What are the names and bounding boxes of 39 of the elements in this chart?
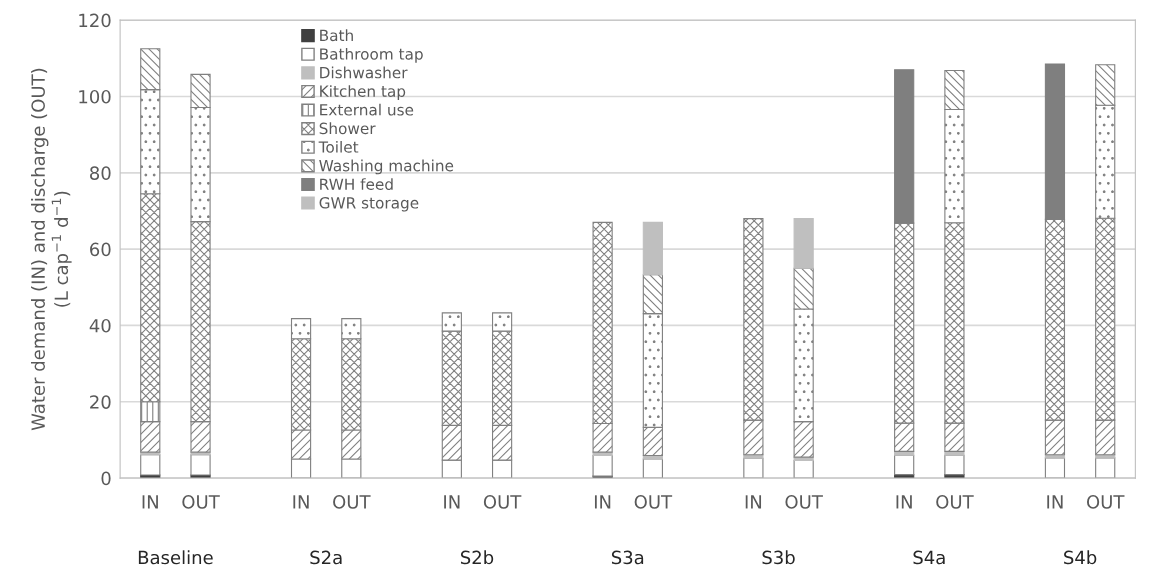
x-tick-label: OUT xyxy=(634,495,673,509)
x-tick-label: OUT xyxy=(333,495,371,509)
text: S4b xyxy=(1064,550,1097,565)
legend-label: Toilet xyxy=(318,140,359,153)
y-axis-title: Water demand (IN) and discharge (OUT) (L cap$^{−1}$ d$^{−1}$) xyxy=(31,68,72,431)
y-tick-label: 80 xyxy=(90,166,111,180)
y-tick-label: 120 xyxy=(79,13,111,28)
legend-label: Shower xyxy=(319,122,376,135)
text: S4a xyxy=(913,550,945,565)
x-tick-label: IN xyxy=(1047,495,1063,509)
y-tick-label: 0 xyxy=(101,471,111,486)
text: S2b xyxy=(460,550,494,565)
x-tick-label: OUT xyxy=(936,495,974,509)
x-tick-label: IN xyxy=(896,495,912,509)
y-tick-label: 40 xyxy=(89,318,111,333)
text: S3b xyxy=(762,550,795,565)
x-tick-label: OUT xyxy=(785,495,823,509)
x-tick-label: OUT xyxy=(1086,495,1125,509)
x-tick-label: OUT xyxy=(483,495,522,509)
legend-label: Bathroom tap xyxy=(320,47,423,63)
legend-label: GWR storage xyxy=(319,197,419,212)
legend-label: External use xyxy=(320,103,414,116)
legend-label: Washing machine xyxy=(319,159,454,175)
legend-label: RWH feed xyxy=(320,178,393,190)
text: Baseline xyxy=(138,550,213,565)
x-tick-label: IN xyxy=(142,495,158,509)
x-tick-label: IN xyxy=(444,495,460,509)
text: S2a xyxy=(310,550,342,565)
y-tick-label: 20 xyxy=(90,395,111,409)
y-tick-label: 60 xyxy=(90,242,111,257)
x-tick-label: IN xyxy=(293,495,309,509)
text: S3a xyxy=(611,550,644,565)
legend-label: Dishwasher xyxy=(320,66,408,79)
x-tick-label: IN xyxy=(594,495,611,509)
x-tick-label: OUT xyxy=(182,495,220,509)
legend-label: Bath xyxy=(320,29,353,42)
x-tick-label: IN xyxy=(745,495,762,509)
y-tick-label: 100 xyxy=(79,89,111,104)
legend-label: Kitchen tap xyxy=(320,85,406,100)
